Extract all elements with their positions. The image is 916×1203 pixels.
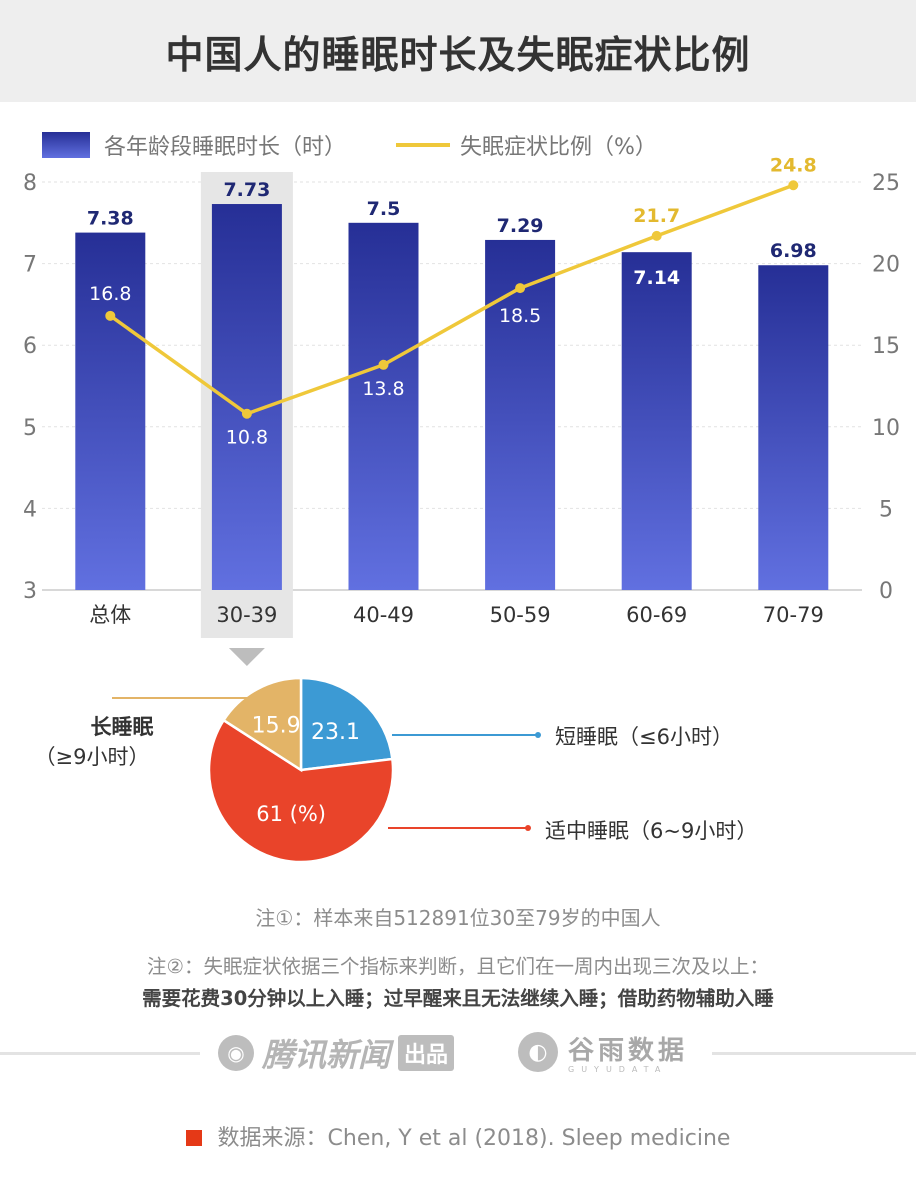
bar-value-label: 7.29 [497,215,544,237]
footer-rule-right [712,1052,916,1055]
y-left-tick-label: 5 [23,416,37,441]
x-tick-label: 70-79 [763,603,824,627]
line-value-label: 21.7 [633,205,680,227]
pie-label-medium: 适中睡眠（6~9小时） [545,819,757,843]
y-right-tick-label: 0 [879,579,893,604]
pie-label-long-1: 长睡眠 [91,715,154,739]
pie-label-long-2: （≥9小时） [35,745,150,769]
line-point [651,230,662,241]
pie-slice-label: 23.1 [311,720,360,745]
note-2: 注②：失眠症状依据三个指标来判断，且它们在一周内出现三次及以上： [147,955,769,978]
bar [75,232,146,591]
bar [621,252,692,590]
line-point [105,310,116,321]
pie-callouts: 长睡眠 （≥9小时） 短睡眠（≤6小时） 适中睡眠（6~9小时） [35,697,757,843]
brand-tencent: ◉ 腾讯新闻 出品 [218,1030,455,1076]
brand-tencent-tag: 出品 [398,1035,455,1071]
data-source: 数据来源：Chen, Y et al (2018). Sleep medicin… [0,1120,916,1152]
x-tick-label: 30-39 [216,603,277,627]
guyu-logo-icon: ◐ [518,1032,558,1072]
y-right-tick-label: 10 [872,416,900,441]
y-left-tick-label: 7 [23,253,37,278]
legend-bar-swatch [42,132,90,158]
bar-value-label: 7.5 [367,198,401,220]
highlight-arrow-icon [228,648,265,666]
bar [758,265,829,590]
note-1: 注①：样本来自512891位30至79岁的中国人 [255,906,661,930]
y-right-tick-label: 15 [872,334,900,359]
x-tick-label: 50-59 [490,603,551,627]
line-value-label: 24.8 [770,154,817,176]
pie-slice-short [299,676,394,772]
title-bar [0,0,916,102]
brand-tencent-name: 腾讯新闻 [262,1036,391,1074]
pie-slice-medium [207,718,395,864]
brand-guyu-name: 谷雨数据 [568,1036,689,1066]
data-source-text: 数据来源：Chen, Y et al (2018). Sleep medicin… [217,1126,731,1151]
legend-bar-label: 各年龄段睡眠时长（时） [104,135,346,160]
y-left-tick-label: 4 [23,497,37,522]
bar [348,222,419,591]
legend-line-label: 失眠症状比例（%） [460,135,657,160]
line-value-label: 18.5 [499,305,541,327]
y-right-tick-label: 20 [872,253,900,278]
callout-medium-dot [525,825,531,831]
bar-value-label: 7.38 [87,208,134,230]
line-value-label: 10.8 [226,427,268,449]
y-right-tick-label: 5 [879,497,893,522]
pie-slice-label: 15.9 [252,713,301,738]
note-3: 需要花费30分钟以上入睡；过早醒来且无法继续入睡；借助药物辅助入睡 [142,987,774,1010]
bar-value-label: 7.73 [223,179,270,201]
line-value-label: 13.8 [362,378,404,400]
page-title: 中国人的睡眠时长及失眠症状比例 [165,33,751,77]
source-marker-icon [185,1130,202,1146]
line-point [788,180,799,191]
y-right-tick-label: 25 [872,171,900,196]
brand-guyu-sub: GUYUDATA [568,1065,668,1074]
line-value-label: 16.8 [89,283,131,305]
y-left-tick-label: 8 [23,171,37,196]
footer-rule-left [0,1052,200,1055]
line-point [378,359,389,370]
bar [485,239,556,590]
tencent-logo-icon: ◉ [218,1035,254,1071]
pie-slice-long [221,676,303,773]
y-left-tick-label: 6 [23,334,37,359]
line-point [241,408,252,419]
brand-guyu: ◐ 谷雨数据 GUYUDATA [518,1030,688,1074]
pie-slice-label: 61 (%) [256,802,326,826]
y-left-tick-label: 3 [23,579,37,604]
x-tick-label: 60-69 [626,603,687,627]
line-series [109,183,794,416]
pie-label-short: 短睡眠（≤6小时） [555,725,733,749]
callout-short-dot [535,732,541,738]
x-tick-label: 总体 [89,603,131,627]
bar-value-label: 7.14 [633,267,680,289]
x-tick-label: 40-49 [353,603,414,627]
line-point [515,283,526,294]
bar-value-label: 6.98 [770,240,817,262]
